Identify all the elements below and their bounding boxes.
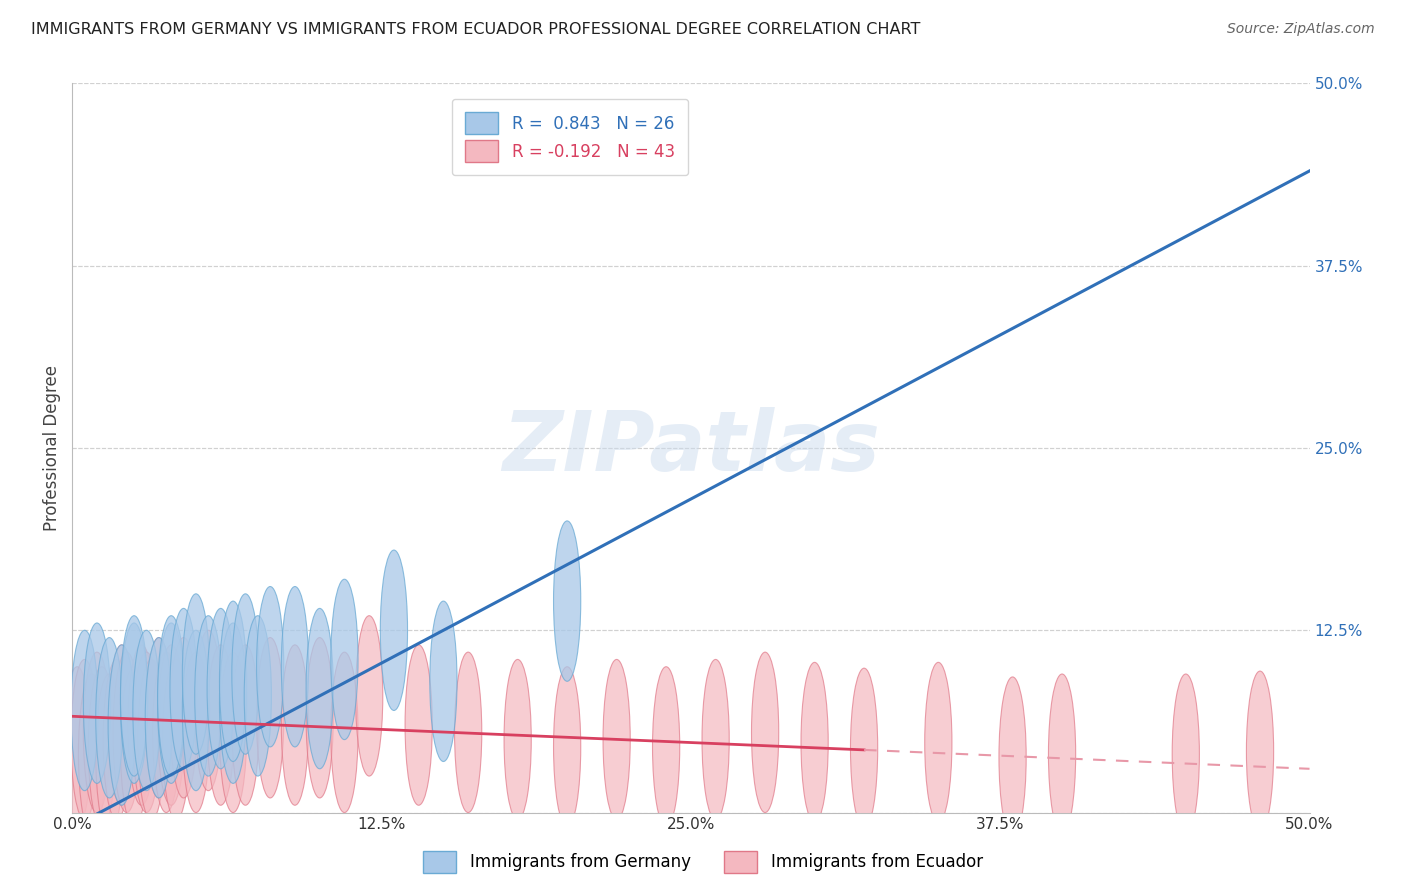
Ellipse shape [183,631,209,790]
Ellipse shape [132,652,160,813]
Ellipse shape [145,638,173,798]
Ellipse shape [281,645,308,805]
Ellipse shape [138,659,165,820]
Ellipse shape [356,615,382,776]
Ellipse shape [281,587,308,747]
Ellipse shape [96,674,122,834]
Ellipse shape [70,659,98,820]
Ellipse shape [170,638,197,798]
Ellipse shape [330,579,359,739]
Y-axis label: Professional Degree: Professional Degree [44,365,60,531]
Ellipse shape [207,645,235,805]
Ellipse shape [554,666,581,827]
Ellipse shape [83,623,111,783]
Text: Source: ZipAtlas.com: Source: ZipAtlas.com [1227,22,1375,37]
Ellipse shape [219,623,246,783]
Ellipse shape [998,677,1026,838]
Ellipse shape [1173,674,1199,834]
Text: IMMIGRANTS FROM GERMANY VS IMMIGRANTS FROM ECUADOR PROFESSIONAL DEGREE CORRELATI: IMMIGRANTS FROM GERMANY VS IMMIGRANTS FR… [31,22,921,37]
Ellipse shape [801,663,828,822]
Ellipse shape [603,659,630,820]
Ellipse shape [380,550,408,710]
Ellipse shape [153,652,180,813]
Ellipse shape [157,615,184,776]
Ellipse shape [307,608,333,769]
Ellipse shape [121,666,148,827]
Ellipse shape [70,631,98,790]
Ellipse shape [245,615,271,776]
Ellipse shape [219,652,246,813]
Ellipse shape [96,638,122,798]
Ellipse shape [232,645,259,805]
Ellipse shape [652,666,679,827]
Ellipse shape [554,521,581,681]
Ellipse shape [121,615,148,776]
Ellipse shape [232,594,259,755]
Ellipse shape [170,608,197,769]
Legend: R =  0.843   N = 26, R = -0.192   N = 43: R = 0.843 N = 26, R = -0.192 N = 43 [451,99,688,175]
Ellipse shape [1049,674,1076,834]
Ellipse shape [405,645,432,805]
Ellipse shape [83,652,111,813]
Ellipse shape [157,645,184,805]
Ellipse shape [430,601,457,762]
Ellipse shape [1246,671,1274,831]
Ellipse shape [108,645,135,805]
Ellipse shape [103,659,131,820]
Text: ZIPatlas: ZIPatlas [502,408,880,489]
Ellipse shape [219,601,246,762]
Ellipse shape [207,608,235,769]
Ellipse shape [108,645,135,805]
Ellipse shape [183,594,209,755]
Ellipse shape [128,645,155,805]
Ellipse shape [194,631,222,790]
Ellipse shape [183,652,209,813]
Ellipse shape [503,659,531,820]
Ellipse shape [132,631,160,790]
Ellipse shape [194,615,222,776]
Ellipse shape [256,587,284,747]
Ellipse shape [63,666,91,827]
Ellipse shape [307,638,333,798]
Ellipse shape [925,663,952,822]
Ellipse shape [157,623,184,783]
Ellipse shape [851,668,877,829]
Ellipse shape [112,652,141,813]
Ellipse shape [454,652,482,813]
Ellipse shape [751,652,779,813]
Ellipse shape [256,638,284,798]
Ellipse shape [702,659,730,820]
Legend: Immigrants from Germany, Immigrants from Ecuador: Immigrants from Germany, Immigrants from… [416,845,990,880]
Ellipse shape [89,666,115,827]
Ellipse shape [121,623,148,783]
Ellipse shape [79,674,105,834]
Ellipse shape [330,652,359,813]
Ellipse shape [145,638,173,798]
Ellipse shape [163,659,190,820]
